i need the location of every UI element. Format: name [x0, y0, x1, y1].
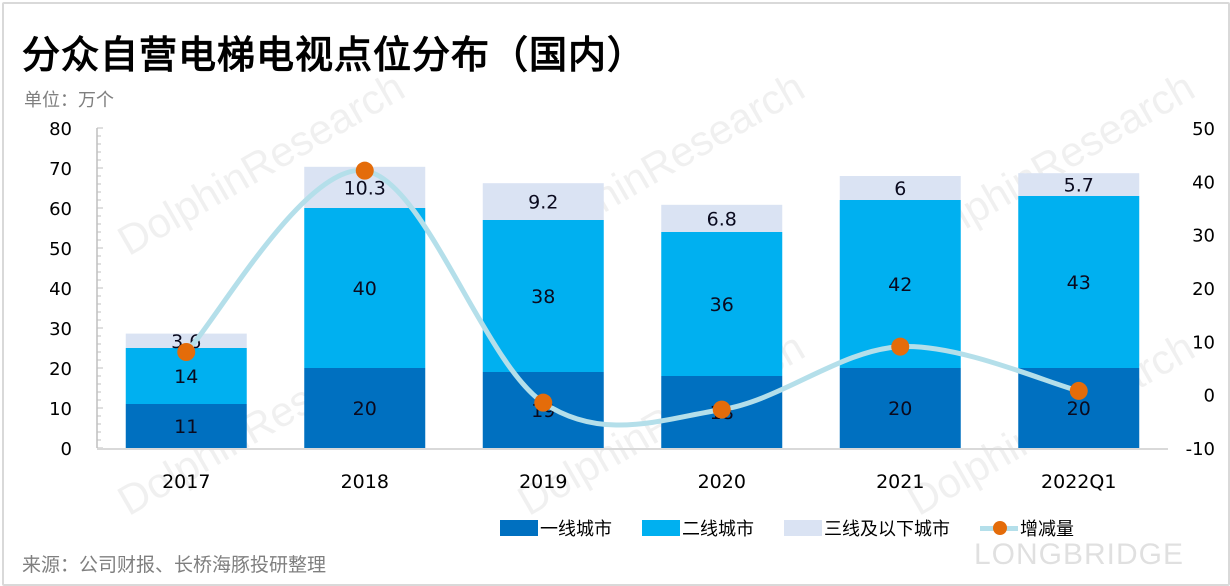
legend-label: 增减量 — [1020, 519, 1074, 540]
bar-segment — [839, 176, 961, 200]
right-tick-label: 40 — [1192, 172, 1215, 193]
bar-data-label: 38 — [531, 286, 555, 308]
legend-swatch-tier1 — [500, 520, 538, 536]
longbridge-logo: LONGBRIDGE — [973, 538, 1184, 571]
legend-item-tier3: 三线及以下城市 — [784, 515, 950, 541]
left-tick-label: 70 — [49, 159, 72, 180]
x-tick-label: 2021 — [876, 471, 924, 493]
bar-segment — [1018, 173, 1140, 196]
source-note: 来源：公司财报、长桥海豚投研整理 — [22, 554, 327, 576]
left-tick-label: 10 — [49, 399, 72, 420]
legend-item-tier1: 一线城市 — [500, 515, 612, 541]
x-tick-label: 2019 — [519, 471, 567, 493]
bar-segment — [661, 232, 783, 376]
bar-segment — [125, 404, 247, 448]
legend-swatch-tier2 — [642, 520, 680, 536]
left-tick-label: 20 — [49, 359, 72, 380]
right-axis: -10 0 10 20 30 40 50 — [1186, 119, 1215, 460]
bar-data-label: 20 — [1067, 398, 1091, 420]
line-series — [177, 161, 1088, 428]
bar-data-label: 10.3 — [344, 177, 386, 199]
bar-segment — [482, 183, 604, 220]
legend-line-marker-icon — [980, 520, 1018, 536]
bar-data-label: 40 — [353, 278, 377, 300]
change-marker — [177, 343, 196, 361]
unit-label: 单位：万个 — [24, 90, 114, 111]
change-marker — [1069, 381, 1088, 400]
x-tick-label: 2020 — [698, 471, 746, 493]
left-tick-label: 30 — [49, 319, 72, 340]
bar-segment — [482, 220, 604, 372]
change-marker — [534, 393, 553, 412]
bar-data-label: 11 — [174, 416, 198, 438]
bar-data-label: 42 — [888, 274, 912, 296]
bar-data-label: 5.7 — [1064, 175, 1094, 197]
left-tick-label: 0 — [61, 439, 72, 460]
bar-segment — [304, 208, 426, 368]
bar-segment — [839, 368, 961, 448]
legend-item-change: 增减量 — [980, 515, 1074, 541]
bar-data-label: 20 — [888, 398, 912, 420]
change-marker — [891, 337, 910, 356]
legend-label: 一线城市 — [540, 519, 612, 540]
x-tick-label: 2017 — [162, 471, 210, 493]
bar-segment — [304, 368, 426, 448]
right-tick-label: 0 — [1204, 386, 1215, 407]
bar-data-label: 9.2 — [528, 192, 558, 214]
left-tick-label: 50 — [49, 239, 72, 260]
bar-segment — [1018, 196, 1140, 368]
right-tick-label: 30 — [1192, 226, 1215, 247]
legend-item-tier2: 二线城市 — [642, 515, 754, 541]
right-tick-label: -10 — [1186, 439, 1215, 460]
bar-data-label: 6.8 — [707, 208, 737, 230]
right-tick-label: 20 — [1192, 279, 1215, 300]
bar-data-label: 43 — [1067, 272, 1091, 294]
bar-segment — [125, 333, 247, 348]
change-marker — [355, 161, 374, 180]
left-tick-label: 80 — [49, 119, 72, 140]
bar-data-label: 36 — [710, 294, 734, 316]
legend: 一线城市 二线城市 三线及以下城市 增减量 — [500, 515, 1104, 541]
bar-data-label: 6 — [894, 178, 906, 200]
bar-data-label: 20 — [353, 398, 377, 420]
x-tick-label: 2018 — [341, 471, 389, 493]
bars: 11143.6204010.319389.218366.82042620435.… — [125, 166, 1140, 448]
left-tick-label: 40 — [49, 279, 72, 300]
left-tick-label: 60 — [49, 199, 72, 220]
right-tick-label: 10 — [1192, 332, 1215, 353]
bar-segment — [661, 204, 783, 232]
left-axis: 0 10 20 30 40 50 60 70 80 — [49, 119, 103, 460]
x-tick-label: 2022Q1 — [1041, 471, 1116, 493]
chart-title: 分众自营电梯电视点位分布（国内） — [22, 33, 647, 77]
legend-label: 三线及以下城市 — [824, 519, 950, 540]
legend-swatch-tier3 — [784, 520, 822, 536]
right-tick-label: 50 — [1192, 119, 1215, 140]
bar-segment — [1018, 368, 1140, 448]
change-marker — [712, 400, 731, 419]
legend-label: 二线城市 — [682, 519, 754, 540]
x-axis: 2017 2018 2019 2020 2021 2022Q1 — [97, 448, 1168, 493]
bar-data-label: 14 — [174, 366, 198, 388]
